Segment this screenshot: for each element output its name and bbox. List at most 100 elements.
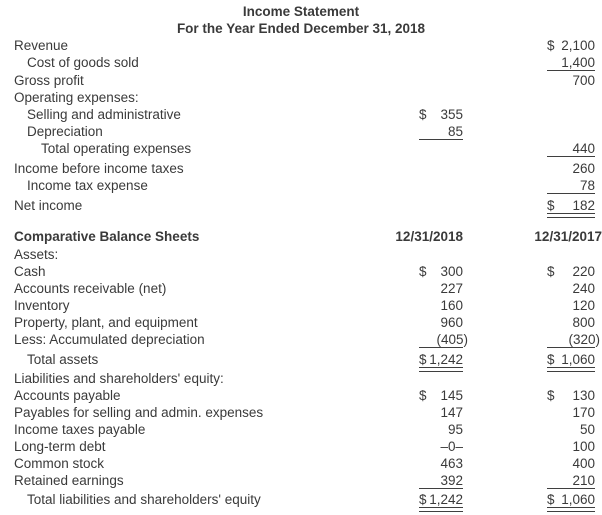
row-cash: Cash $300 $220 (0, 263, 602, 280)
amount-cell-b: 100 (547, 438, 595, 455)
row-label: Less: Accumulated depreciation (14, 332, 205, 347)
row-label: Common stock (14, 456, 105, 471)
amount-value: 145 (440, 388, 463, 403)
row-label: Payables for selling and admin. expenses (14, 405, 264, 420)
row-label: Income tax expense (27, 178, 148, 193)
balance-sheet-header-row: Comparative Balance Sheets 12/31/2018 12… (0, 228, 602, 245)
amount-value: 392 (440, 473, 463, 488)
amount-cell-a: 95 (419, 421, 463, 438)
amount-cell-a: 227 (419, 280, 463, 297)
amount-cell-b: 78 (547, 177, 595, 194)
dollar-sign: $ (547, 198, 555, 213)
row-label: Assets: (14, 247, 59, 262)
row-total-assets: Total assets $1,242 $1,060 (0, 351, 602, 372)
amount-cell-a: –0– (419, 438, 463, 455)
income-statement-table: Revenue $2,100 Cost of goods sold 1,400 Gros… (0, 37, 602, 218)
row-label: Depreciation (27, 124, 103, 139)
amount-cell-a: $355 (419, 106, 463, 123)
row-label: Cost of goods sold (27, 55, 139, 70)
amount-cell-a (419, 370, 463, 387)
amount-value: 100 (572, 439, 595, 454)
row-label: Income before income taxes (14, 161, 184, 176)
balance-sheet-table: Assets: Cash $300 $220 Accounts receivable (… (0, 246, 602, 512)
amount-value: 260 (572, 161, 595, 176)
row-total-liabilities-and-shareholders-equity: Total liabilities and shareholders' equi… (0, 491, 602, 512)
row-accounts-receivable-net: Accounts receivable (net) 227 240 (0, 280, 602, 297)
amount-value: 1,242 (429, 352, 463, 367)
amount-value: 220 (572, 264, 595, 279)
amount-value: 800 (572, 315, 595, 330)
row-label: Total assets (27, 352, 99, 367)
amount-value: 700 (572, 73, 595, 88)
amount-cell-a: 85 (419, 123, 463, 140)
row-retained-earnings: Retained earnings 392 210 (0, 472, 602, 489)
amount-cell-a: $145 (419, 387, 463, 404)
row-label: Inventory (14, 298, 70, 313)
row-label: Accounts receivable (net) (14, 281, 167, 296)
amount-value: (405) (436, 332, 468, 347)
row-label: Retained earnings (14, 473, 124, 488)
amount-cell-b: $1,060 (547, 491, 595, 512)
row-label: Revenue (14, 38, 69, 53)
amount-cell-a: 463 (419, 455, 463, 472)
row-label: Selling and administrative (27, 107, 181, 122)
amount-value: 182 (572, 198, 595, 213)
column-header-2018-label: 12/31/2018 (395, 229, 463, 244)
amount-value: 170 (572, 405, 595, 420)
row-income-before-income-taxes: Income before income taxes 260 (0, 160, 602, 177)
row-common-stock: Common stock 463 400 (0, 455, 602, 472)
income-statement-title: Income Statement (242, 4, 360, 19)
amount-cell-b: 400 (547, 455, 595, 472)
amount-cell-b (547, 89, 595, 106)
row-label: Total liabilities and shareholders' equi… (27, 492, 261, 507)
amount-value: 400 (572, 456, 595, 471)
amount-value: (320) (568, 332, 600, 347)
column-header-2018: 12/31/2018 (395, 228, 463, 245)
amount-cell-b: $130 (547, 387, 595, 404)
dollar-sign: $ (547, 492, 555, 507)
row-selling-and-administrative: Selling and administrative $355 (0, 106, 602, 123)
amount-value: 85 (447, 124, 463, 139)
row-label: Accounts payable (14, 388, 121, 403)
row-net-income: Net income $182 (0, 197, 602, 218)
amount-cell-a: 392 (419, 472, 463, 489)
dollar-sign: $ (547, 352, 555, 367)
amount-cell-b: 800 (547, 314, 595, 331)
dollar-sign: $ (419, 264, 427, 279)
amount-value: 147 (440, 405, 463, 420)
row-label: Net income (14, 198, 83, 213)
row-label: Operating expenses: (14, 90, 139, 105)
row-revenue: Revenue $2,100 (0, 37, 602, 54)
amount-value: 210 (572, 473, 595, 488)
row-accounts-payable: Accounts payable $145 $130 (0, 387, 602, 404)
amount-cell-b: 240 (547, 280, 595, 297)
amount-value: 300 (440, 264, 463, 279)
balance-sheet-title: Comparative Balance Sheets (14, 229, 200, 244)
amount-cell-b: $220 (547, 263, 595, 280)
row-long-term-debt: Long-term debt –0– 100 (0, 438, 602, 455)
amount-cell-b: 120 (547, 297, 595, 314)
amount-cell-a (419, 160, 463, 177)
amount-cell-a (419, 54, 463, 71)
row-label: Long-term debt (14, 439, 106, 454)
amount-cell-b: 170 (547, 404, 595, 421)
amount-value: –0– (440, 439, 463, 454)
row-label: Property, plant, and equipment (14, 315, 198, 330)
amount-cell-a: 160 (419, 297, 463, 314)
amount-cell-b: $2,100 (547, 37, 595, 54)
amount-cell-b: 700 (547, 72, 595, 89)
amount-value: 50 (579, 422, 595, 437)
income-statement-subtitle: For the Year Ended December 31, 2018 (176, 21, 426, 36)
amount-value: 1,060 (561, 352, 595, 367)
amount-value: 78 (579, 178, 595, 193)
amount-cell-b: 260 (547, 160, 595, 177)
amount-cell-b (547, 106, 595, 123)
amount-value: 95 (447, 422, 463, 437)
row-payables-for-selling-and-admin-expenses: Payables for selling and admin. expenses… (0, 404, 602, 421)
row-income-taxes-payable: Income taxes payable 95 50 (0, 421, 602, 438)
row-label: Cash (14, 264, 46, 279)
amount-value: 1,242 (429, 492, 463, 507)
row-operating-expenses: Operating expenses: (0, 89, 602, 106)
amount-cell-b: 50 (547, 421, 595, 438)
dollar-sign: $ (419, 107, 427, 122)
